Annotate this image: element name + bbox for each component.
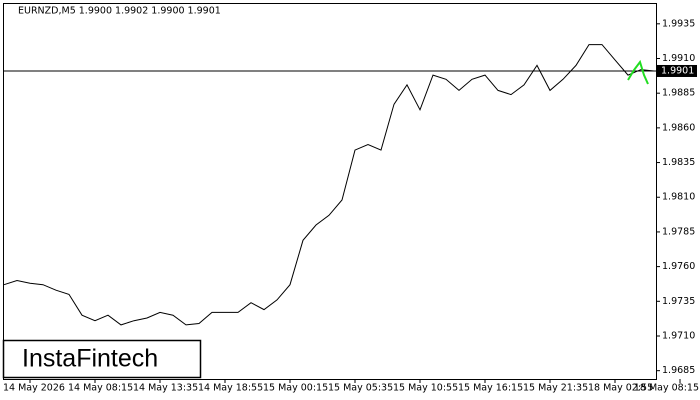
plot-frame bbox=[3, 3, 657, 380]
y-tick-label: 1.9785 bbox=[662, 226, 695, 237]
chart-header: EURNZD,M5 1.9900 1.9902 1.9900 1.9901 bbox=[18, 6, 221, 17]
y-tick-label: 1.9835 bbox=[662, 157, 695, 168]
y-tick-label: 1.9760 bbox=[662, 261, 695, 272]
x-tick-label: 15 May 10:55 bbox=[393, 383, 458, 394]
y-tick-label: 1.9885 bbox=[662, 88, 695, 99]
logo-box bbox=[2, 339, 202, 379]
x-tick-label: 14 May 18:55 bbox=[198, 383, 263, 394]
x-tick-label: 15 May 16:15 bbox=[458, 383, 523, 394]
price-line bbox=[3, 44, 655, 326]
y-tick-label: 1.9685 bbox=[662, 365, 695, 376]
x-tick-label: 18 May 02:55 bbox=[588, 383, 653, 394]
current-price-label: 1.9901 bbox=[661, 65, 694, 76]
y-tick-label: 1.9935 bbox=[662, 18, 695, 29]
logo-text: InstaFintech bbox=[22, 345, 158, 373]
x-tick-label: 14 May 2026 bbox=[3, 383, 65, 394]
y-tick-label: 1.9710 bbox=[662, 330, 695, 341]
x-tick-label: 14 May 08:15 bbox=[68, 383, 133, 394]
pattern-marker bbox=[627, 59, 649, 85]
y-tick-label: 1.9860 bbox=[662, 122, 695, 133]
x-tick-label: 14 May 13:35 bbox=[133, 383, 198, 394]
y-tick-label: 1.9910 bbox=[662, 53, 695, 64]
x-tick-label: 18 May 08:15 bbox=[634, 383, 699, 394]
y-tick-label: 1.9735 bbox=[662, 296, 695, 307]
x-tick-label: 15 May 05:35 bbox=[328, 383, 393, 394]
y-tick-label: 1.9810 bbox=[662, 192, 695, 203]
x-tick-label: 15 May 00:15 bbox=[263, 383, 328, 394]
x-tick-label: 15 May 21:35 bbox=[523, 383, 588, 394]
current-price-box bbox=[657, 64, 697, 77]
